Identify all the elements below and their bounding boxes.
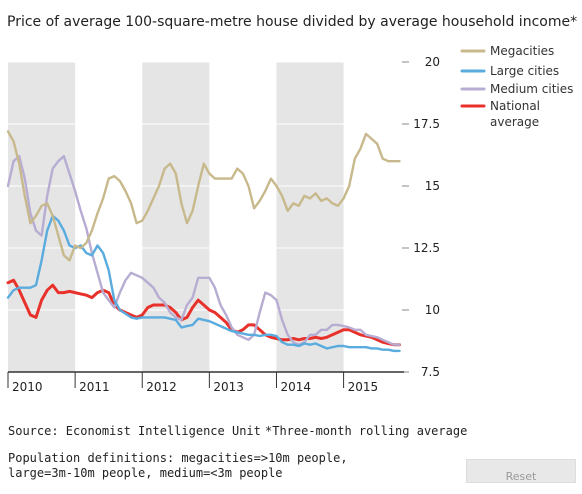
legend-label-0: Megacities bbox=[490, 44, 554, 58]
x-tick-label-2010: 2010 bbox=[12, 380, 43, 394]
series-line-megacities bbox=[6, 130, 401, 262]
legend-label-3-line-1: average bbox=[490, 115, 539, 129]
house-price-income-chart: Price of average 100-square-metre house … bbox=[6, 14, 577, 394]
year-band-2014 bbox=[276, 62, 344, 372]
definitions-note: Population definitions: megacities=>10m … bbox=[8, 451, 348, 480]
legend: Megacities Large cities Medium cities Natio… bbox=[460, 44, 573, 129]
series-line-medium-cities bbox=[6, 154, 401, 346]
y-tick-label-3: 15 bbox=[425, 179, 440, 193]
legend-label-3: National bbox=[490, 99, 540, 113]
chart-title: Price of average 100-square-metre house … bbox=[7, 14, 577, 30]
x-tick-label-2013: 2013 bbox=[213, 380, 244, 394]
footnote: *Three-month rolling average bbox=[265, 424, 468, 438]
y-tick-label-2: 12.5 bbox=[413, 241, 440, 255]
reset-button[interactable]: Reset bbox=[466, 459, 576, 483]
year-band-2012 bbox=[142, 62, 210, 372]
source-note: Source: Economist Intelligence Unit bbox=[8, 424, 261, 438]
y-tick-label-4: 17.5 bbox=[413, 117, 440, 131]
x-axis: 2010 2011 2012 2013 2014 2015 bbox=[7, 371, 404, 394]
x-tick-label-2012: 2012 bbox=[146, 380, 177, 394]
x-tick-label-2011: 2011 bbox=[79, 380, 110, 394]
year-band-2010 bbox=[8, 62, 76, 372]
series-line-national-average bbox=[6, 278, 401, 347]
legend-label-2: Medium cities bbox=[490, 82, 573, 96]
y-tick-label-5: 20 bbox=[425, 55, 440, 69]
x-tick-label-2014: 2014 bbox=[280, 380, 311, 394]
y-tick-label-0: 7.5 bbox=[421, 365, 440, 379]
y-tick-label-1: 10 bbox=[425, 303, 440, 317]
shaded-year-bands bbox=[8, 62, 344, 372]
legend-label-1: Large cities bbox=[490, 64, 559, 78]
y-axis-ticks: 7.5 10 12.5 15 17.5 20 bbox=[413, 55, 440, 379]
x-tick-label-2015: 2015 bbox=[348, 380, 379, 394]
series-lines bbox=[6, 130, 401, 353]
